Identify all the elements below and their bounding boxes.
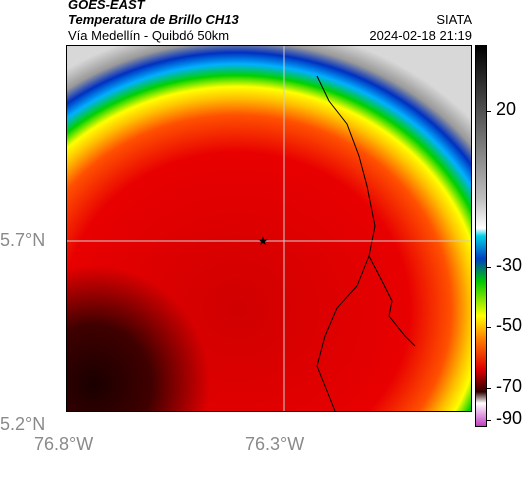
border-line: [316, 255, 370, 411]
product-title: Temperatura de Brillo CH13: [68, 12, 239, 27]
colorbar-tick: [486, 388, 491, 389]
datetime-label: 2024-02-18 21:19: [369, 28, 472, 43]
colorbar-tick: [486, 267, 491, 268]
brightness-temperature-map: ★: [67, 46, 471, 411]
satellite-title: GOES-EAST: [68, 0, 145, 12]
colorbar-label-minus50: -50: [496, 315, 523, 335]
map-panel: ★: [66, 45, 472, 412]
colorbar-tick: [486, 111, 491, 112]
lat-label-5-7: 5.7°N: [0, 230, 46, 250]
region-label: Vía Medellín - Quibdó 50km: [68, 28, 230, 43]
cold-core: [67, 146, 327, 411]
colorbar-tick: [486, 327, 491, 328]
colorbar-label-minus30: -30: [496, 255, 523, 275]
lon-label-76-8: 76.8°W: [34, 434, 94, 454]
colorbar-label-minus90: -90: [496, 408, 523, 428]
agency-label: SIATA: [436, 12, 472, 27]
colorbar: [475, 45, 487, 427]
colorbar-label-20: 20: [496, 99, 517, 119]
star-marker: ★: [258, 234, 269, 248]
colorbar-label-minus70: -70: [496, 376, 523, 396]
lon-label-76-3: 76.3°W: [245, 434, 305, 454]
lat-label-5-2: 5.2°N: [0, 414, 46, 434]
colorbar-tick: [486, 420, 491, 421]
